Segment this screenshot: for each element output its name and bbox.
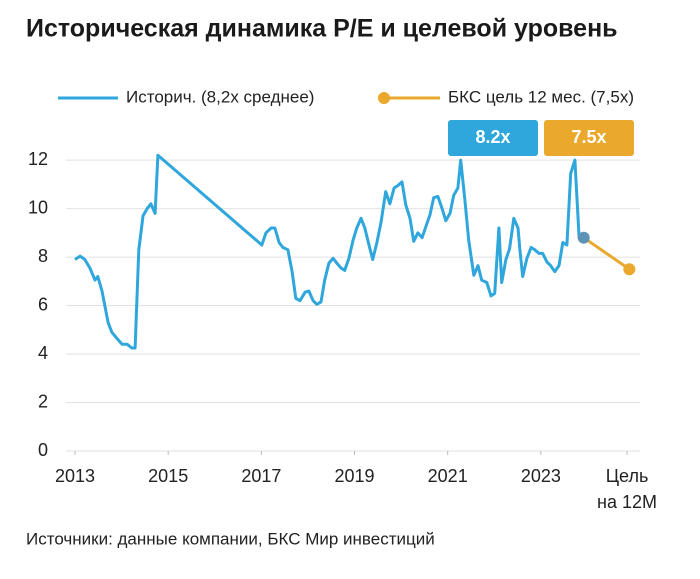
point	[623, 263, 636, 276]
x-tick-label: 2019	[334, 466, 374, 486]
x-tick-label: 2021	[428, 466, 468, 486]
x-tick-label: 2017	[241, 466, 281, 486]
badge-label: 7.5x	[571, 127, 606, 147]
y-tick-label: 12	[28, 149, 48, 169]
badge	[544, 120, 634, 156]
x-tick-label: 2015	[148, 466, 188, 486]
legend-marker	[378, 92, 390, 104]
x-tick-label: 2023	[521, 466, 561, 486]
y-tick-label: 6	[38, 294, 48, 314]
x-tick-label-line: Цель	[606, 466, 649, 486]
legend-label: Историч. (8,2x среднее)	[126, 87, 314, 106]
series-line	[582, 236, 631, 271]
badge-label: 8.2x	[475, 127, 510, 147]
y-tick-label: 4	[38, 343, 48, 363]
y-tick-label: 2	[38, 391, 48, 411]
x-tick-label: Цель на 12М	[597, 466, 657, 512]
series-line	[74, 153, 584, 350]
x-tick-label: 2013	[55, 466, 95, 486]
y-tick-label: 10	[28, 197, 48, 217]
y-tick-label: 8	[38, 246, 48, 266]
chart-title: Историческая динамика P/E и целевой уров…	[26, 15, 618, 43]
source-note: Источники: данные компании, БКС Мир инве…	[26, 529, 435, 548]
point	[577, 231, 590, 244]
x-tick-label-line: на 12М	[597, 492, 657, 512]
badge	[448, 120, 538, 156]
y-tick-label: 0	[38, 440, 48, 460]
legend-label: БКС цель 12 мес. (7,5x)	[448, 87, 634, 106]
